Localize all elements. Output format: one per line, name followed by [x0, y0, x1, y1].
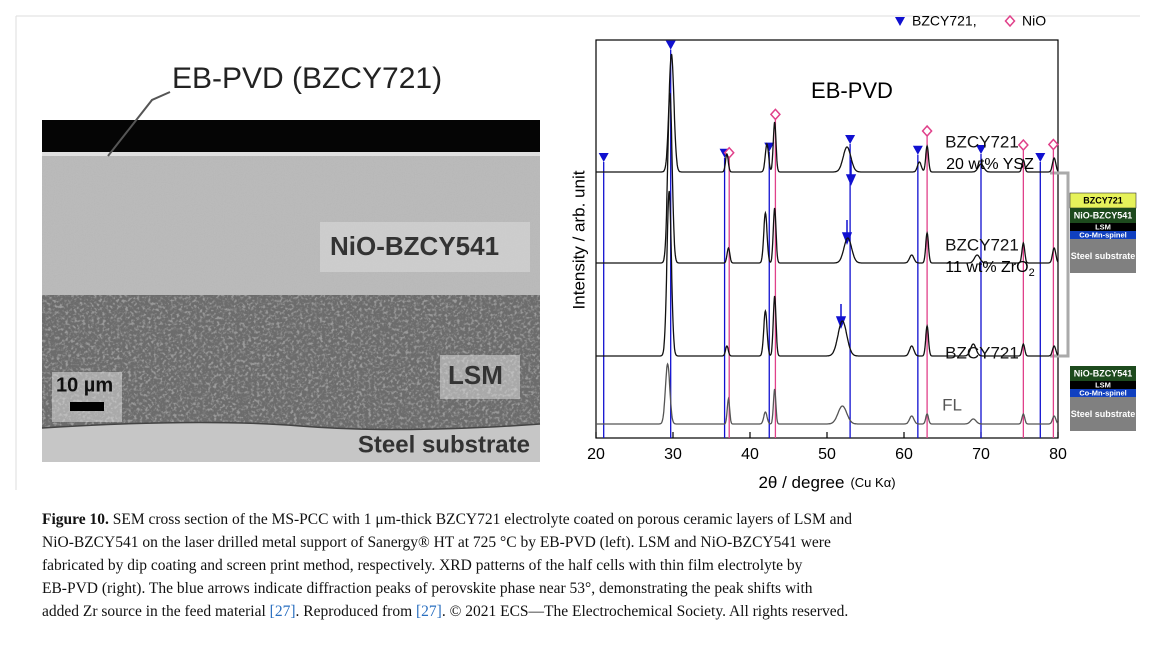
- stack-layer-label: Co-Mn-spinel: [1079, 230, 1127, 239]
- sem-layer-steel: [42, 422, 540, 462]
- stack-layer-label: NiO-BZCY541: [1074, 368, 1133, 378]
- pattern-sublabel: 20 wt% YSZ: [946, 156, 1034, 173]
- caption: Figure 10. SEM cross section of the MS-P…: [42, 508, 1142, 623]
- sem-image: EB-PVD (BZCY721) NiO-BZCY541 LSM 10 µm S…: [41, 62, 541, 462]
- label-bg: [52, 372, 122, 422]
- reference-marker: [598, 153, 609, 162]
- arrows: [835, 160, 857, 330]
- scale-label: 10 µm: [56, 374, 113, 396]
- stack-layer-label: Steel substrate: [1071, 409, 1136, 419]
- x-axis-label-unit: (Cu Kα): [850, 475, 895, 490]
- x-tick-label: 60: [895, 446, 913, 463]
- reference-marker: [912, 145, 923, 155]
- x-axis-label-main: 2θ / degree: [758, 473, 844, 492]
- sem-label: NiO-BZCY541: [330, 231, 499, 261]
- stack-layer-label: Co-Mn-spinel: [1079, 388, 1127, 397]
- xrd-chart: EB-PVD Intensity / arb. unit 2θ / degree…: [569, 13, 1070, 492]
- xrd-trace: [596, 92, 1059, 264]
- stack-layer: [1070, 208, 1136, 223]
- sem-edge: [41, 421, 541, 431]
- caption-line: Figure 10. SEM cross section of the MS-P…: [42, 508, 1142, 531]
- sem-layer-electrolyte: [42, 120, 540, 152]
- sem-label: LSM: [448, 360, 503, 390]
- x-tick-label: 80: [1049, 446, 1067, 463]
- caption-line: EB-PVD (right). The blue arrows indicate…: [42, 577, 1142, 600]
- x-tick-label: 50: [818, 446, 836, 463]
- label-bg: [440, 355, 520, 399]
- bracket: [1050, 171, 1070, 358]
- citation: [27]: [269, 603, 296, 620]
- stack-layer: [1070, 389, 1136, 397]
- xrd-trace: [596, 53, 1059, 173]
- caption-text: fabricated by dip coating and screen pri…: [42, 557, 803, 574]
- legend-marker: [1004, 14, 1016, 28]
- stack-layer: [1070, 223, 1136, 231]
- caption-text: . Reproduced from: [295, 603, 417, 620]
- pattern-label: FL: [942, 395, 962, 414]
- pattern-sublabel: 11 wt% ZrO2: [945, 259, 1034, 279]
- x-axis-label: 2θ / degree (Cu Kα): [758, 473, 895, 492]
- reference-marker: [1017, 138, 1029, 152]
- caption-text: NiO-BZCY541 on the laser drilled metal s…: [42, 534, 831, 551]
- legend-label: NiO: [1022, 13, 1046, 29]
- caption-text: EB-PVD (right). The blue arrows indicate…: [42, 580, 813, 597]
- sem-label: EB-PVD (BZCY721): [172, 62, 442, 95]
- caption-text: . © 2021 ECS—The Electrochemical Society…: [441, 603, 849, 620]
- reference-marker: [845, 134, 856, 144]
- stack-layer: [1070, 381, 1136, 389]
- reference-marker: [1035, 153, 1046, 162]
- stack-layer-label: BZCY721: [1083, 195, 1123, 205]
- stack-layer: [1070, 366, 1136, 381]
- x-tick-label: 40: [741, 446, 759, 463]
- scale-bar: [70, 402, 104, 411]
- y-axis-label: Intensity / arb. unit: [569, 170, 588, 309]
- stack-layer: [1070, 239, 1136, 273]
- label-bg: [320, 222, 530, 272]
- stack-layer-label: LSM: [1095, 380, 1111, 389]
- xrd-trace: [596, 362, 1059, 425]
- pattern-label: BZCY721: [945, 235, 1019, 254]
- sem-label: Steel substrate: [358, 431, 530, 458]
- sublabel-text: 11 wt% ZrO: [945, 259, 1028, 276]
- sublabel-sub: 2: [1029, 267, 1035, 279]
- xrd-trace: [596, 190, 1059, 357]
- reference-marker: [769, 108, 781, 121]
- legend-marker: [895, 17, 905, 26]
- arrow-head: [845, 174, 857, 186]
- sublabel-text: 20 wt% YSZ: [946, 156, 1034, 173]
- x-tick-label: 30: [664, 446, 682, 463]
- reference-marker: [665, 40, 676, 50]
- annotation: EB-PVD: [811, 78, 893, 103]
- x-tick-label: 20: [587, 446, 605, 463]
- caption-label: Figure 10.: [42, 511, 109, 528]
- citation: [27]: [416, 603, 442, 620]
- stack-layer-label: NiO-BZCY541: [1074, 210, 1133, 220]
- x-tick-label: 70: [972, 446, 990, 463]
- caption-text: SEM cross section of the MS-PCC with 1 μ…: [108, 511, 853, 528]
- caption-line: fabricated by dip coating and screen pri…: [42, 554, 1142, 577]
- pattern-label: BZCY721: [945, 132, 1019, 151]
- reference-marker: [921, 124, 933, 138]
- sem-interface: [42, 152, 540, 156]
- stack-layer: [1070, 231, 1136, 239]
- caption-line: NiO-BZCY541 on the laser drilled metal s…: [42, 531, 1142, 554]
- pointer: [107, 91, 171, 157]
- pattern-label: BZCY721: [945, 343, 1019, 362]
- stack-layer-label: Steel substrate: [1071, 251, 1136, 261]
- reference-marker: [1047, 138, 1059, 151]
- stack-layer-label: LSM: [1095, 222, 1111, 231]
- legend-label: BZCY721,: [912, 13, 977, 29]
- caption-text: added Zr source in the feed material: [42, 603, 270, 620]
- caption-line: added Zr source in the feed material [27…: [42, 600, 1142, 623]
- reference-marker: [976, 145, 986, 154]
- stack-layer: [1070, 397, 1136, 431]
